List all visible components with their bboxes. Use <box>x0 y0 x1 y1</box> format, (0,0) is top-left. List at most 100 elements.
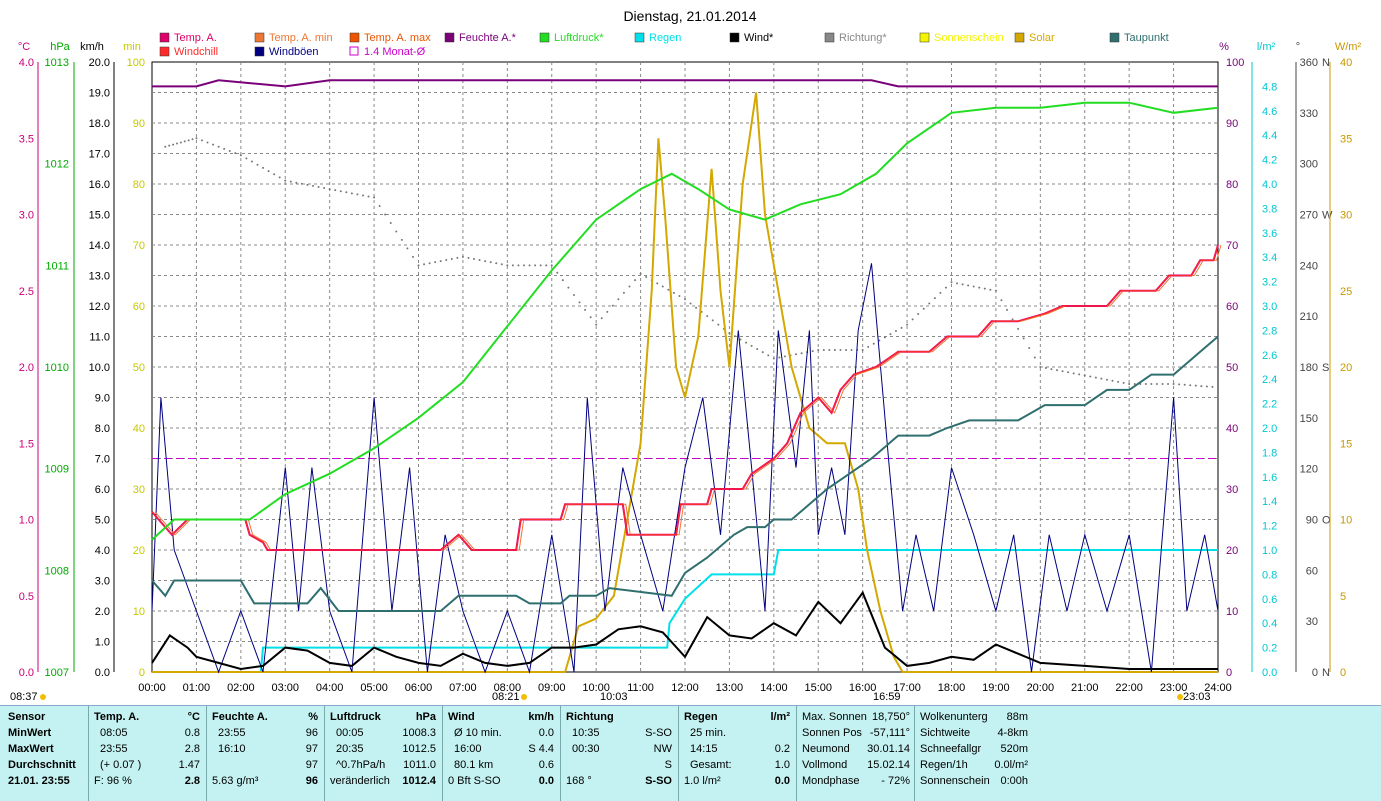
legend-label: Sonnenschein <box>934 32 1004 44</box>
direction-point <box>456 256 459 259</box>
legend-swatch <box>1109 32 1120 43</box>
rain-axis-tick: 0.0 <box>1262 667 1277 679</box>
legend-label: Temp. A. min <box>269 32 333 44</box>
direction-point <box>850 349 853 352</box>
astro-row: Max. Sonnen 18,750° <box>802 709 910 725</box>
direction-point <box>1161 382 1164 385</box>
direction-point <box>928 302 931 305</box>
rain-axis-tick: 1.8 <box>1262 447 1277 459</box>
wind-axis-tick: 3.0 <box>95 576 110 588</box>
stats-footer-right: 1012.4 <box>402 775 436 787</box>
wind-axis-tick: 16.0 <box>89 179 110 191</box>
direction-point <box>672 291 675 294</box>
avg-label: Durchschnitt <box>8 759 76 771</box>
time-tick: 05:00 <box>360 682 388 694</box>
legend: Temp. A. Temp. A. min Temp. A. max Feuchte … <box>159 32 1169 58</box>
stats-value: 1.0 <box>774 759 790 771</box>
direction-point <box>1189 384 1192 387</box>
time-tick: 11:00 <box>627 682 654 694</box>
stats-time: 10:35 <box>572 727 600 739</box>
series-line-solar <box>152 92 1218 673</box>
solar-axis-tick: 5 <box>1340 591 1346 603</box>
pressure-axis-tick: 1013 <box>45 57 69 69</box>
solar-axis-tick: 25 <box>1340 286 1352 298</box>
time-tick: 24:00 <box>1204 682 1232 694</box>
direction-point <box>306 183 309 186</box>
direction-point <box>1111 379 1114 382</box>
direction-point <box>711 319 714 322</box>
direction-point <box>1083 374 1086 377</box>
max-label: MaxWert <box>8 743 54 755</box>
direction-point <box>417 264 420 267</box>
direction-point <box>989 288 992 291</box>
wind-axis-tick: 10.0 <box>89 362 110 374</box>
time-tick: 19:00 <box>982 682 1010 694</box>
direction-point <box>168 144 171 147</box>
direction-axis-tick: 120 <box>1300 464 1318 476</box>
series-line-luftdruck <box>151 101 1219 541</box>
rain-axis-tick: 0.4 <box>1262 618 1277 630</box>
direction-point <box>1089 375 1092 378</box>
direction-point <box>578 301 581 304</box>
series-line-windchill <box>151 244 1219 551</box>
sun-icon <box>521 694 527 700</box>
direction-point <box>467 256 470 259</box>
time-tick: 09:00 <box>538 682 566 694</box>
direction-axis-tick: 210 <box>1300 311 1318 323</box>
sun-axis-tick: 90 <box>133 118 145 130</box>
rain-axis-tick: 3.8 <box>1262 203 1277 215</box>
direction-point <box>872 342 875 345</box>
direction-point <box>373 196 376 199</box>
stats-header: Temp. A. °C <box>94 709 200 725</box>
stats-footer-right: 0.0 <box>774 775 790 787</box>
stats-footer-left: F: 96 % <box>94 775 132 787</box>
weather-chart: Dienstag, 21.01.2014 Temp. A. Temp. A. mi… <box>10 8 1361 703</box>
direction-point <box>400 238 403 241</box>
astro-value: 30.01.14 <box>867 743 910 755</box>
rain-axis-tick: 4.6 <box>1262 106 1277 118</box>
astro-label: Vollmond <box>802 759 848 771</box>
compass-label: N <box>1322 57 1330 69</box>
direction-point <box>164 145 167 148</box>
direction-point <box>522 264 525 267</box>
sun-axis-tick: 80 <box>133 179 145 191</box>
axis-unit-label: min <box>123 41 141 53</box>
direction-axis-tick: 150 <box>1300 413 1318 425</box>
direction-axis-tick: 360 <box>1300 57 1318 69</box>
stats-header: Regen l/m² <box>684 709 790 725</box>
direction-point <box>661 285 664 288</box>
direction-point <box>717 323 720 326</box>
direction-point <box>183 140 186 143</box>
direction-point <box>228 149 231 152</box>
humidity-axis-tick: 30 <box>1226 484 1238 496</box>
compass-label: N <box>1322 667 1330 679</box>
direction-point <box>300 182 303 185</box>
direction-point <box>445 259 448 262</box>
direction-point <box>289 180 292 183</box>
rain-axis-tick: 4.2 <box>1262 155 1277 167</box>
legend-swatch <box>539 32 550 43</box>
direction-axis-tick: 60 <box>1306 565 1318 577</box>
rain-axis-tick: 0.2 <box>1262 643 1277 655</box>
solar-axis-tick: 30 <box>1340 210 1352 222</box>
humidity-axis-tick: 70 <box>1226 240 1238 252</box>
stats-header: Wind km/h <box>448 709 554 725</box>
legend-swatch <box>729 32 740 43</box>
direction-axis-tick: 240 <box>1300 260 1318 272</box>
direction-point <box>861 349 864 352</box>
sun-axis-tick: 70 <box>133 240 145 252</box>
stats-footer-right: 96 <box>305 775 318 787</box>
time-tick: 18:00 <box>938 682 966 694</box>
direction-point <box>1000 299 1003 302</box>
stats-row: 00:30 NW <box>566 741 672 757</box>
stats-value: 97 <box>305 743 318 755</box>
direction-point <box>817 349 820 352</box>
stats-value: 1012.5 <box>402 743 436 755</box>
direction-point <box>933 297 936 300</box>
direction-point <box>1105 378 1108 381</box>
stats-row: 23:55 2.8 <box>94 741 200 757</box>
direction-point <box>506 264 509 267</box>
direction-point <box>1055 369 1058 372</box>
axis-unit-label: % <box>1219 41 1229 53</box>
direction-point <box>983 287 986 290</box>
